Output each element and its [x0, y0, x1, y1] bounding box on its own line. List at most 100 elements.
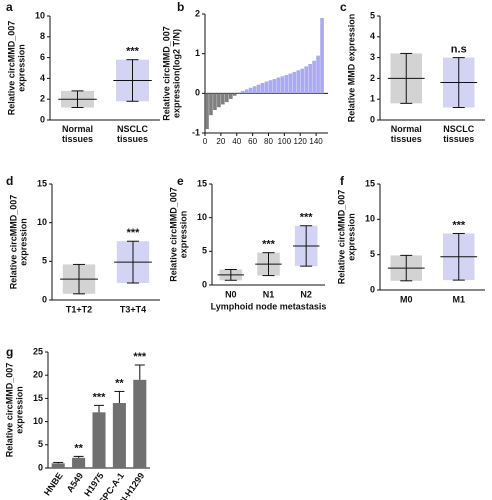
bar — [92, 412, 106, 468]
y-tick-label: 6 — [40, 52, 45, 62]
bar — [51, 463, 65, 468]
bar — [280, 76, 285, 94]
y-tick-label: 0 — [370, 284, 375, 294]
panel-letter: b — [177, 0, 184, 14]
x-tick-label-line: tissues — [117, 134, 148, 144]
y-tick-label: 0 — [370, 114, 375, 124]
panel-letter: f — [340, 174, 345, 188]
y-tick-label: 1 — [370, 94, 375, 104]
y-axis-label: expression — [346, 213, 356, 261]
x-tick-label-line: tissues — [443, 134, 474, 144]
y-tick-label: 10 — [33, 416, 43, 426]
bar — [276, 77, 281, 94]
bar — [268, 80, 273, 94]
y-tick-label: 10 — [365, 214, 375, 224]
bar — [304, 66, 309, 94]
bar — [320, 17, 324, 94]
y-tick-label: 4 — [40, 73, 45, 83]
y-axis-label: Relative circMMD_007 — [168, 187, 178, 282]
y-tick-label: 8 — [40, 31, 45, 41]
bar — [316, 55, 320, 94]
y-tick-label: 5 — [370, 249, 375, 259]
y-tick-label: 10 — [197, 212, 207, 222]
panel-letter: g — [6, 345, 13, 359]
panel-letter: a — [6, 0, 13, 14]
significance: *** — [127, 227, 141, 239]
bar — [252, 86, 257, 94]
x-tick-label-line: NSCLC — [443, 124, 474, 134]
x-tick-label-line: tissues — [62, 134, 93, 144]
x-tick-label: Normal tissues — [62, 124, 93, 144]
bar — [256, 84, 261, 94]
bar — [272, 79, 277, 94]
panel-letter: d — [6, 174, 13, 188]
significance: *** — [452, 219, 466, 231]
x-tick-label: 120 — [294, 137, 308, 146]
y-tick-label: 5 — [42, 256, 47, 266]
y-tick-label: 2 — [370, 73, 375, 83]
bar — [72, 457, 86, 468]
significance: *** — [126, 46, 140, 58]
x-axis-label: Lymphoid node metastasis — [211, 301, 327, 311]
y-tick-label: 0 — [40, 114, 45, 124]
x-tick-label-line: Normal — [391, 124, 422, 134]
bar — [133, 379, 147, 468]
bar — [312, 60, 316, 94]
y-tick-label: 4 — [370, 31, 375, 41]
y-tick-label: 2 — [40, 94, 45, 104]
significance: n.s — [451, 44, 467, 56]
bar — [248, 87, 253, 94]
bar — [300, 68, 305, 94]
bar — [224, 93, 229, 103]
y-tick-label: 0 — [202, 279, 207, 289]
x-tick-label: 140 — [309, 137, 323, 146]
x-tick-label: T1+T2 — [66, 304, 92, 314]
bar — [228, 93, 233, 99]
y-axis-label: expression — [178, 211, 188, 259]
bar — [284, 75, 289, 94]
bar — [236, 92, 241, 94]
y-tick-label: 10 — [35, 10, 45, 20]
bar — [209, 93, 213, 116]
x-tick-label: 20 — [216, 137, 225, 146]
x-tick-label: M1 — [452, 294, 465, 304]
y-axis-label: Relative circMMD_007 — [161, 26, 171, 121]
y-tick-label: 10 — [37, 217, 47, 227]
bar — [308, 63, 312, 94]
y-axis-label: Relative circMMD_007 — [336, 190, 346, 285]
significance: *** — [133, 351, 147, 363]
bar — [240, 90, 245, 94]
y-tick-label: 2 — [195, 8, 200, 18]
x-tick-label-line: NSCLC — [117, 124, 148, 134]
y-tick-label: 0 — [38, 462, 43, 472]
x-tick-label-line: Normal — [62, 124, 93, 134]
y-axis-label: Relative MMD expression — [346, 14, 356, 123]
x-tick-label: Normal tissues — [391, 124, 422, 144]
y-tick-label: 15 — [197, 178, 207, 188]
bar — [260, 83, 265, 94]
bar — [288, 73, 293, 94]
x-tick-label: 60 — [248, 137, 257, 146]
y-tick-label: 0 — [195, 88, 200, 98]
x-tick-label: 0 — [203, 137, 208, 146]
y-axis-label: expression — [16, 44, 26, 92]
x-tick-label: 80 — [264, 137, 273, 146]
bar — [296, 70, 301, 94]
bar — [232, 93, 237, 96]
y-tick-label: 20 — [33, 370, 43, 380]
y-tick-label: 15 — [33, 393, 43, 403]
x-tick-label: N0 — [225, 289, 237, 299]
bar — [217, 93, 221, 108]
y-tick-label: 5 — [370, 10, 375, 20]
x-tick-label: T3+T4 — [120, 304, 146, 314]
significance: ** — [115, 377, 124, 389]
y-axis-label: expression(log2 T/N) — [171, 29, 181, 118]
significance: *** — [262, 239, 276, 251]
y-axis-label: Relative circMMD_007 — [6, 21, 16, 116]
y-tick-label: 5 — [38, 439, 43, 449]
panel-letter: c — [340, 0, 347, 14]
bar — [213, 93, 217, 110]
y-tick-label: 0 — [42, 294, 47, 304]
y-tick-label: 15 — [37, 178, 47, 188]
significance: ** — [74, 442, 83, 454]
